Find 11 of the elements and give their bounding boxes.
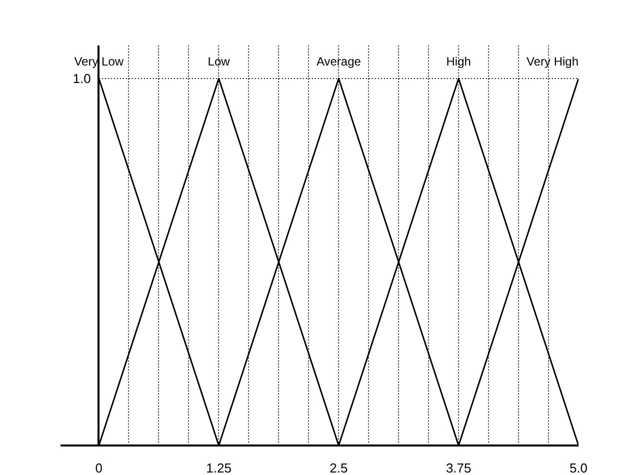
series-label: Very High [526,54,579,69]
series-label: Very Low [74,54,124,69]
x-tick-label: 0 [95,460,102,475]
x-tick-label: 3.75 [446,460,472,475]
series-label: Average [316,54,362,69]
x-tick-label: 2.5 [330,460,348,475]
annotation: 1.0 [72,71,91,86]
x-tick-label: 1.25 [206,460,232,475]
series-label: Low [208,54,230,69]
x-tick-label: 5.0 [569,460,588,475]
series-label: High [446,54,471,69]
